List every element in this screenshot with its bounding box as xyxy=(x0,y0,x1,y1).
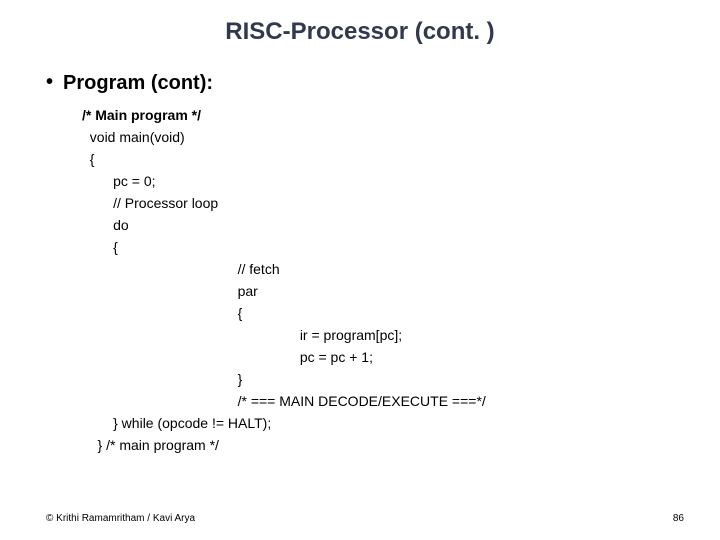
slide-title: RISC-Processor (cont. ) xyxy=(0,18,720,46)
code-line: } xyxy=(82,368,486,390)
subtitle-text: Program (cont): xyxy=(63,72,213,95)
code-line: // Processor loop xyxy=(82,192,486,214)
bullet-marker: • xyxy=(46,72,63,92)
code-line: { xyxy=(82,302,486,324)
code-line: ir = program[pc]; xyxy=(82,324,486,346)
code-line: { xyxy=(82,148,486,170)
code-line: /* Main program */ xyxy=(82,104,486,126)
code-line: // fetch xyxy=(82,258,486,280)
code-line: pc = pc + 1; xyxy=(82,346,486,368)
code-block: /* Main program */ void main(void) { pc … xyxy=(82,104,486,456)
code-line: } /* main program */ xyxy=(82,434,486,456)
slide-number: 86 xyxy=(673,513,684,524)
title-text: RISC-Processor (cont. ) xyxy=(225,18,494,45)
code-line: pc = 0; xyxy=(82,170,486,192)
code-line: { xyxy=(82,236,486,258)
code-line: do xyxy=(82,214,486,236)
code-line: /* === MAIN DECODE/EXECUTE ===*/ xyxy=(82,390,486,412)
bullet-subtitle: • Program (cont): xyxy=(46,72,213,95)
code-line: void main(void) xyxy=(82,126,486,148)
footer-credit: © Krithi Ramamritham / Kavi Arya xyxy=(46,513,195,524)
code-line: par xyxy=(82,280,486,302)
code-line: } while (opcode != HALT); xyxy=(82,412,486,434)
